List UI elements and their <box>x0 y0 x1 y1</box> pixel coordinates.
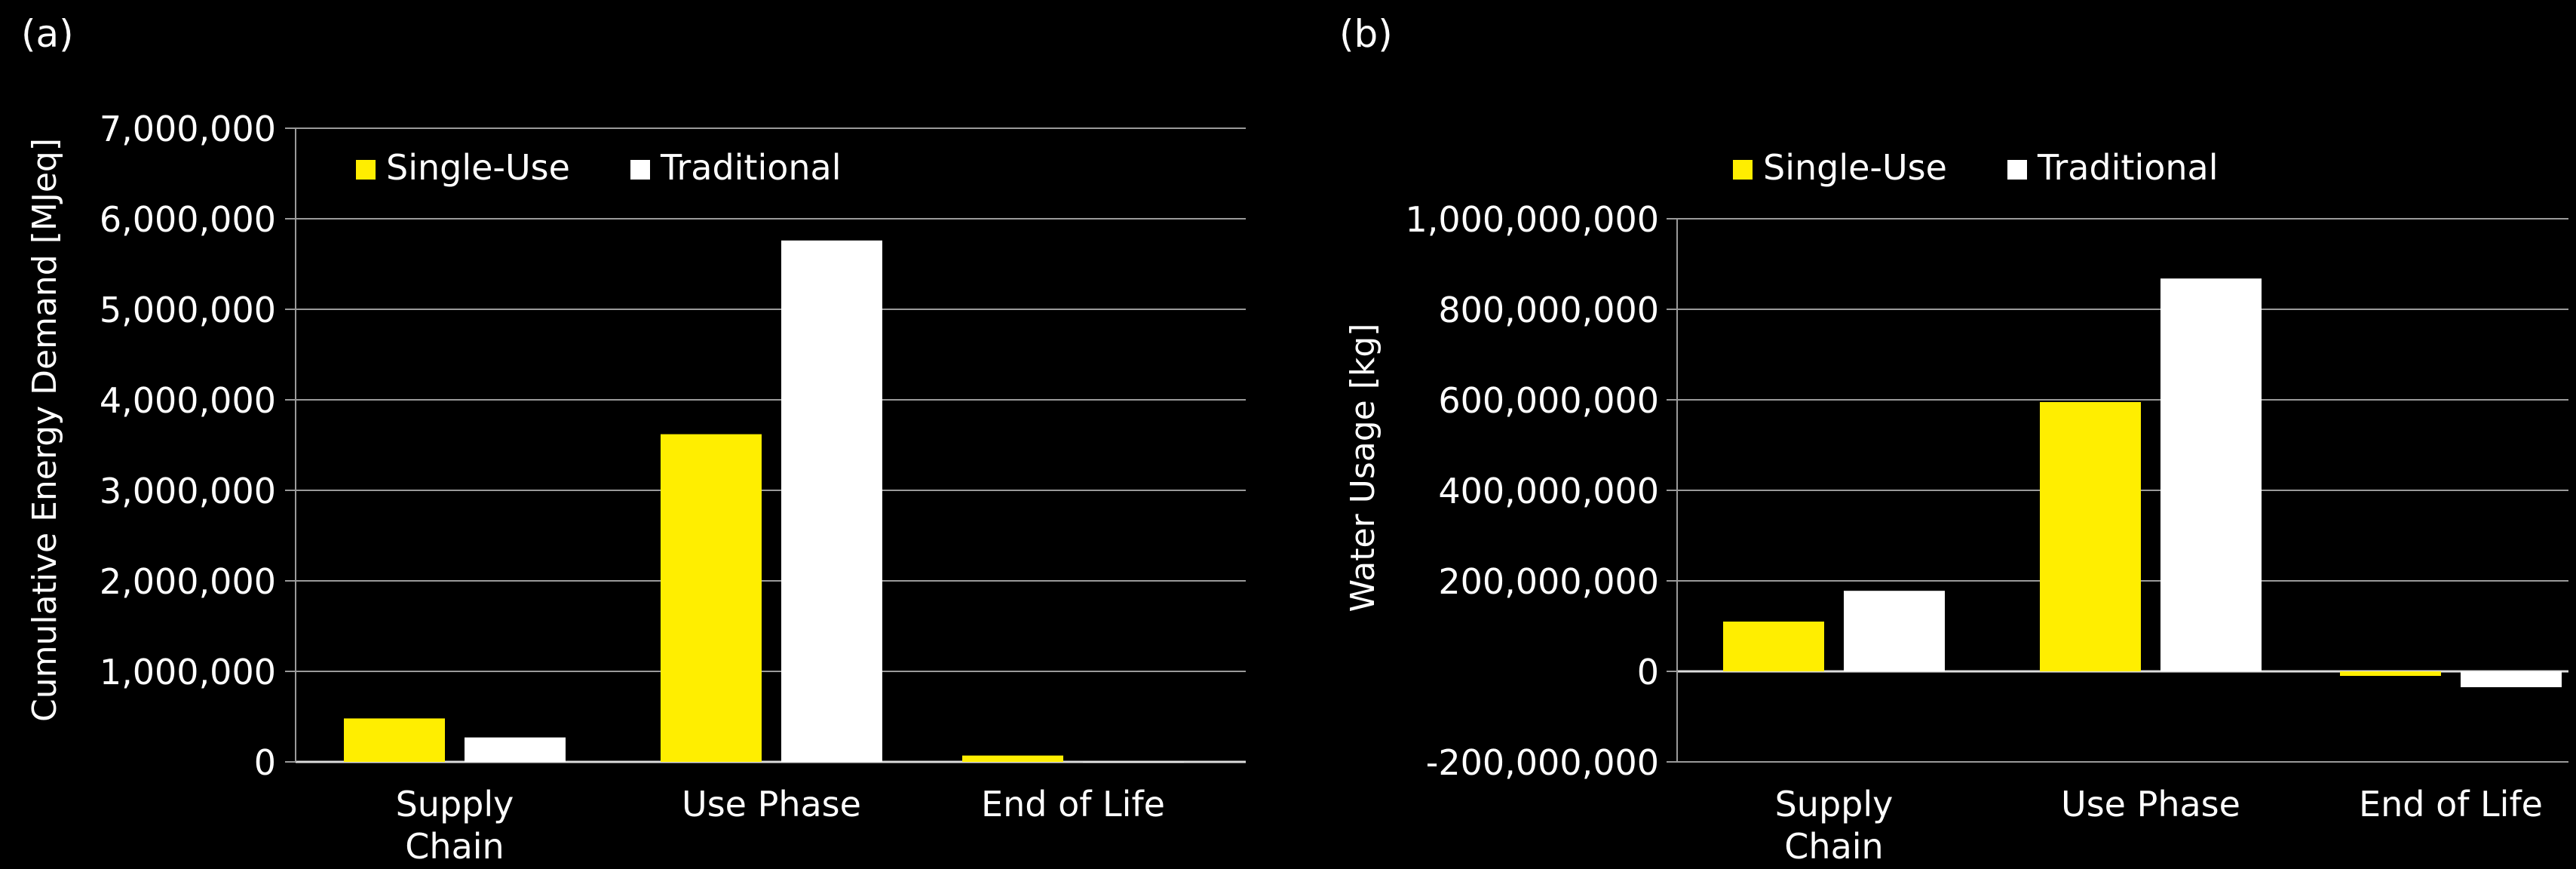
bar-traditional-1 <box>2160 278 2262 671</box>
y-tick-label: 3,000,000 <box>100 471 276 511</box>
y-tick-label: 0 <box>254 742 276 783</box>
y-tick-label: -200,000,000 <box>1426 742 1659 783</box>
x-category-label: Supply Chain <box>1775 784 1894 867</box>
bar-traditional-0 <box>465 737 566 762</box>
y-tick-label: 400,000,000 <box>1438 471 1659 511</box>
x-category-label-line: Supply <box>1775 784 1894 824</box>
x-category-label-line: End of Life <box>981 784 1165 824</box>
y-tick-label: 200,000,000 <box>1438 561 1659 602</box>
legend-label-1: Traditional <box>660 147 842 188</box>
y-axis-label: Cumulative Energy Demand [MJeq] <box>26 138 64 722</box>
bar-single-use-1 <box>661 434 762 762</box>
y-tick-label: 7,000,000 <box>100 109 276 149</box>
panel-a-energy-chart: (a) 0 1,000,000 2,000,000 3,000,000 4,000,000… <box>21 12 1246 867</box>
y-tick-label: 600,000,000 <box>1438 380 1659 421</box>
bar-traditional-2 <box>2461 671 2562 687</box>
legend-label-1: Traditional <box>2037 147 2219 188</box>
x-category-label: Supply Chain <box>396 784 514 867</box>
x-category-label-line: Supply <box>396 784 514 824</box>
x-category-label: Use Phase <box>682 784 861 824</box>
bar-single-use-1 <box>2040 402 2141 671</box>
x-category-label-line: End of Life <box>2359 784 2543 824</box>
bar-single-use-2 <box>2340 671 2441 676</box>
x-category-label: End of Life <box>981 784 1165 824</box>
y-tick-label: 0 <box>1637 652 1659 692</box>
y-tick-label: 1,000,000 <box>100 652 276 692</box>
bar-traditional-2 <box>1083 762 1184 763</box>
legend-swatch-0 <box>1733 160 1753 180</box>
bar-single-use-0 <box>344 718 445 762</box>
x-category-label-line: Use Phase <box>2061 784 2240 824</box>
legend-swatch-1 <box>630 160 650 180</box>
y-tick-label: 1,000,000,000 <box>1405 199 1659 240</box>
x-category-label-line: Chain <box>405 826 504 867</box>
y-tick-label: 5,000,000 <box>100 290 276 330</box>
bar-traditional-0 <box>1844 591 1945 671</box>
x-category-label: End of Life <box>2359 784 2543 824</box>
legend-label-0: Single-Use <box>386 147 570 188</box>
bar-single-use-2 <box>962 755 1063 762</box>
legend-swatch-1 <box>2007 160 2027 180</box>
bar-single-use-0 <box>1723 622 1824 671</box>
panel-label: (a) <box>21 12 74 56</box>
panel-b-water-chart: (b) -200,000,000 0 200,000,000 400,000,000 60… <box>1339 12 2568 867</box>
x-category-label-line: Chain <box>1784 826 1883 867</box>
y-tick-label: 2,000,000 <box>100 561 276 602</box>
x-category-label-line: Use Phase <box>682 784 861 824</box>
panel-label: (b) <box>1339 12 1393 56</box>
y-tick-label: 4,000,000 <box>100 380 276 421</box>
y-tick-label: 800,000,000 <box>1438 290 1659 330</box>
bar-traditional-1 <box>781 240 882 762</box>
x-category-label: Use Phase <box>2061 784 2240 824</box>
y-tick-label: 6,000,000 <box>100 199 276 240</box>
legend-label-0: Single-Use <box>1763 147 1947 188</box>
y-axis-label: Water Usage [kg] <box>1344 324 1382 613</box>
legend-swatch-0 <box>356 160 376 180</box>
